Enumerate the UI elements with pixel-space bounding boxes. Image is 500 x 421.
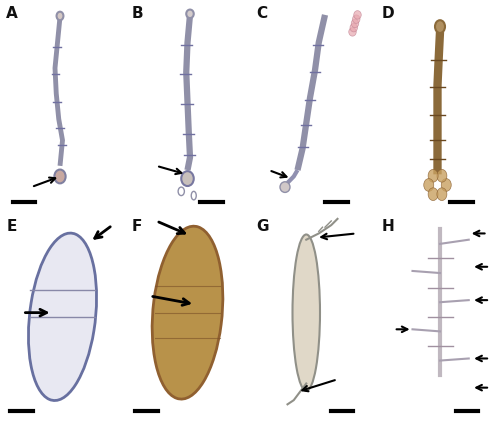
Ellipse shape (186, 10, 194, 18)
Ellipse shape (181, 171, 194, 186)
Ellipse shape (352, 15, 360, 24)
Text: H: H (382, 219, 394, 234)
Text: A: A (6, 6, 18, 21)
Ellipse shape (437, 169, 447, 182)
Text: E: E (6, 219, 16, 234)
Ellipse shape (152, 226, 223, 399)
Text: G: G (256, 219, 269, 234)
Text: C: C (256, 6, 268, 21)
Ellipse shape (442, 179, 451, 191)
Ellipse shape (437, 188, 447, 200)
Ellipse shape (349, 28, 356, 36)
Ellipse shape (28, 233, 96, 400)
Ellipse shape (56, 12, 64, 20)
Text: F: F (131, 219, 141, 234)
Text: D: D (382, 6, 394, 21)
Text: B: B (131, 6, 143, 21)
Ellipse shape (428, 169, 438, 182)
Ellipse shape (54, 170, 66, 184)
Ellipse shape (292, 234, 320, 391)
Ellipse shape (435, 20, 445, 33)
Ellipse shape (354, 11, 361, 19)
Ellipse shape (280, 182, 290, 192)
Ellipse shape (428, 188, 438, 200)
Ellipse shape (350, 24, 358, 32)
Ellipse shape (351, 19, 359, 28)
Ellipse shape (424, 179, 434, 191)
